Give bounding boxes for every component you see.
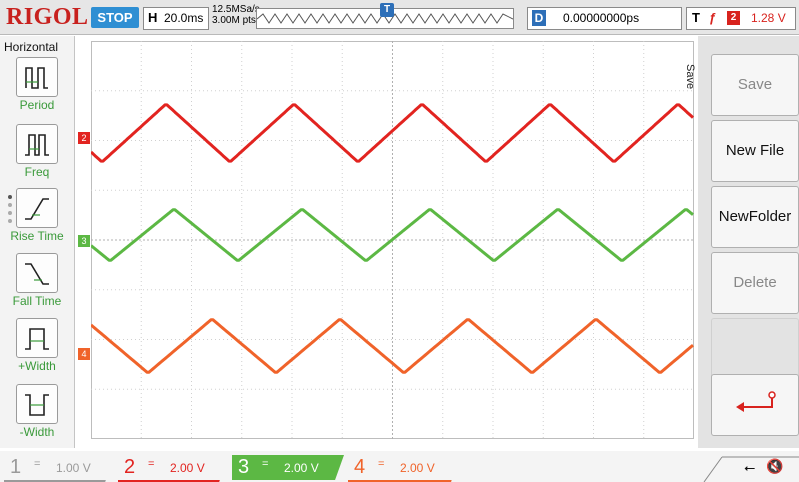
mute-icon[interactable]: 🔇	[766, 458, 784, 474]
rigol-logo: RIGOL	[6, 4, 89, 30]
channel-2-badge[interactable]: 2 = 2.00 V	[118, 455, 228, 482]
coupling-icon: =	[378, 458, 385, 470]
period-label: Period	[19, 98, 55, 112]
save-button[interactable]: Save	[711, 54, 799, 116]
new-file-button[interactable]: New File	[711, 120, 799, 182]
frequency-label: Freq	[24, 165, 50, 179]
negative-width-button[interactable]	[16, 384, 58, 424]
frequency-button[interactable]	[16, 124, 58, 164]
trigger-key: T	[692, 10, 700, 25]
empty-softkey	[711, 318, 799, 380]
positive-width-icon	[25, 328, 49, 350]
channel-scale: 2.00 V	[170, 461, 205, 475]
status-corner	[703, 456, 799, 482]
fall-time-label: Fall Time	[12, 294, 62, 308]
trigger-slope-icon: ƒ	[709, 10, 717, 25]
sample-rate: 12.5MSa/s	[212, 4, 260, 15]
return-arrow-icon	[736, 391, 776, 412]
rise-time-label: Rise Time	[10, 229, 64, 243]
channel-4-badge[interactable]: 4 = 2.00 V	[348, 455, 460, 482]
horizontal-key: H	[148, 10, 158, 25]
page-dot	[8, 219, 12, 223]
channel-3-badge[interactable]: 3 = 2.00 V	[232, 455, 344, 480]
channel-scale: 2.00 V	[400, 461, 435, 475]
ch2-offset-marker[interactable]: 2	[78, 132, 90, 144]
channel-number: 1	[10, 456, 22, 478]
acquisition-info: 12.5MSa/s 3.00M pts	[212, 4, 260, 26]
delay-box[interactable]: D 0.00000000ps	[527, 7, 682, 30]
return-button[interactable]	[711, 374, 799, 436]
channel-2-trace	[89, 103, 695, 163]
fall-time-button[interactable]	[16, 253, 58, 293]
negative-width-icon	[25, 394, 49, 416]
trigger-source: 2	[727, 11, 740, 25]
menu-title: Horizontal	[4, 40, 59, 54]
trigger-position-marker[interactable]: T	[380, 3, 394, 17]
trigger-level: 1.28 V	[751, 11, 786, 25]
rise-time-icon	[25, 198, 49, 220]
coupling-icon: =	[148, 458, 155, 470]
period-button[interactable]	[16, 57, 58, 97]
waveform-canvas	[89, 41, 695, 439]
period-icon	[25, 67, 48, 89]
rise-time-button[interactable]	[16, 188, 58, 228]
memory-depth: 3.00M pts	[212, 15, 256, 26]
frequency-icon	[25, 134, 49, 156]
channel-4-trace	[90, 318, 694, 374]
channel-3-trace	[90, 208, 694, 262]
page-dot	[8, 195, 12, 199]
page-dot	[8, 203, 12, 207]
ch4-offset-marker[interactable]: 4	[78, 348, 90, 360]
positive-width-label: +Width	[18, 359, 56, 373]
waveform-display[interactable]	[89, 41, 695, 439]
usb-icon: ⭠	[744, 459, 756, 475]
channel-number: 2	[124, 456, 136, 478]
channel-number: 4	[354, 456, 366, 478]
coupling-icon: =	[34, 458, 41, 470]
timebase-box[interactable]: H 20.0ms	[143, 7, 209, 30]
timebase-value: 20.0ms	[164, 11, 204, 25]
fall-time-icon	[25, 263, 49, 285]
delete-button[interactable]: Delete	[711, 252, 799, 314]
channel-number: 3	[238, 456, 250, 478]
channel-1-badge[interactable]: 1 = 1.00 V	[4, 455, 114, 482]
delay-value: 0.00000000ps	[563, 11, 640, 25]
run-stop-status[interactable]: STOP	[91, 7, 139, 28]
new-folder-button[interactable]: NewFolder	[711, 186, 799, 248]
channel-scale: 2.00 V	[284, 461, 319, 475]
positive-width-button[interactable]	[16, 318, 58, 358]
negative-width-label: -Width	[19, 425, 55, 439]
trigger-box[interactable]: T ƒ 2 1.28 V	[686, 7, 796, 30]
ch3-offset-marker[interactable]: 3	[78, 235, 90, 247]
save-menu-title: Save	[684, 64, 696, 90]
measure-menu	[0, 36, 75, 448]
page-dot	[8, 211, 12, 215]
delay-key: D	[532, 10, 546, 26]
coupling-icon: =	[262, 458, 269, 470]
channel-scale: 1.00 V	[56, 461, 91, 475]
